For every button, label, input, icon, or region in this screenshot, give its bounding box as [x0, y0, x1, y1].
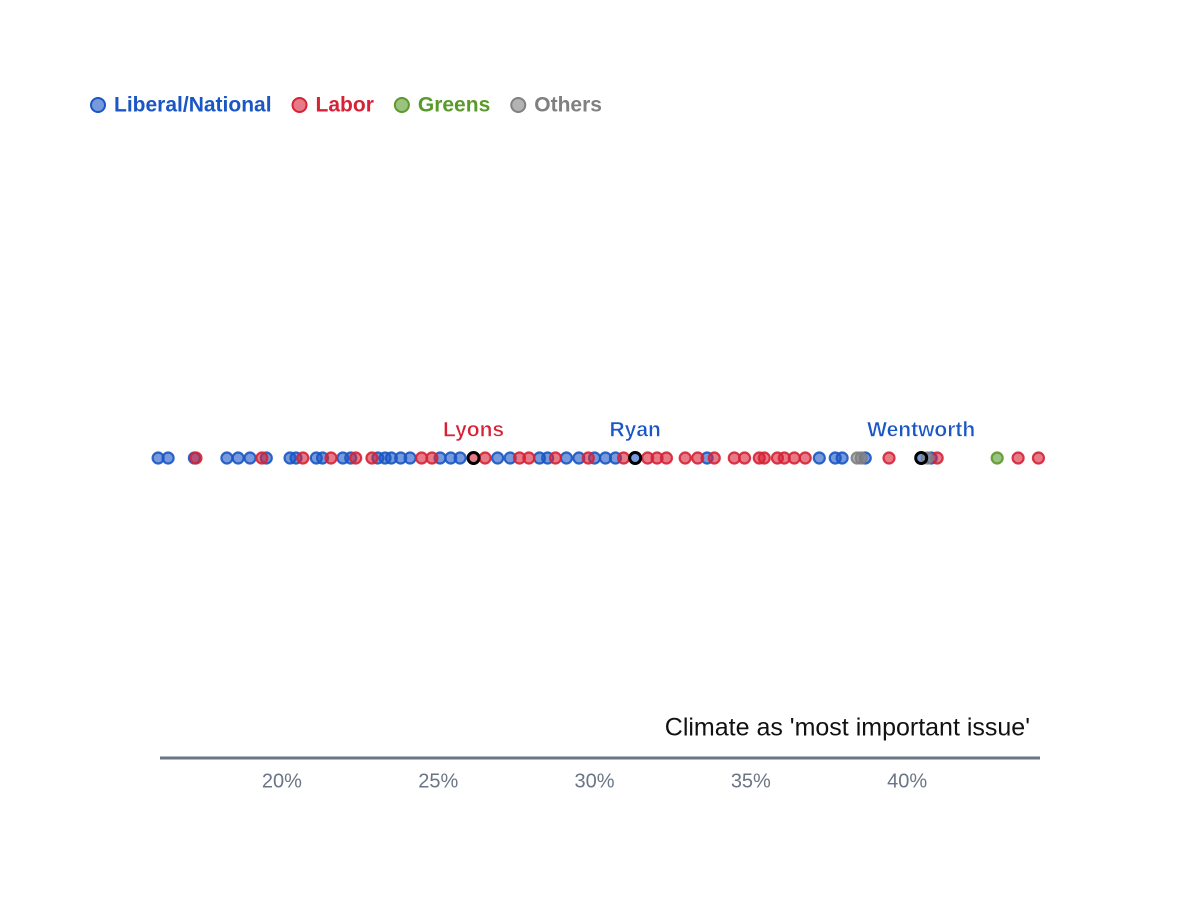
legend-swatch — [510, 97, 527, 113]
dot — [548, 451, 563, 465]
dot — [1011, 451, 1025, 465]
annotation-label: Ryan — [609, 419, 660, 442]
legend-swatch — [90, 97, 106, 113]
dot — [231, 451, 245, 465]
dot — [324, 451, 338, 465]
dot — [659, 451, 674, 465]
dot — [255, 451, 269, 465]
dot — [161, 451, 175, 465]
dot — [559, 451, 573, 465]
dot — [365, 451, 379, 465]
dot — [617, 451, 631, 465]
legend-label: Greens — [418, 94, 490, 117]
dot — [854, 451, 868, 465]
dot — [478, 451, 492, 465]
dot — [425, 451, 439, 465]
annotation-label: Wentworth — [867, 419, 975, 442]
dot — [581, 451, 595, 465]
dot — [296, 451, 310, 465]
highlight-ring — [466, 451, 481, 465]
legend-label: Labor — [316, 94, 374, 117]
x-tick-label: 30% — [575, 770, 615, 792]
x-tick-label: 35% — [731, 770, 771, 792]
dot — [882, 451, 896, 465]
axis-title: Climate as 'most important issue' — [665, 714, 1030, 742]
dot — [243, 451, 257, 465]
dot — [798, 451, 812, 465]
dot — [349, 451, 363, 465]
x-tick-label: 20% — [262, 770, 302, 792]
dot — [707, 451, 721, 465]
x-tick-label: 25% — [418, 770, 458, 792]
highlight-ring — [914, 451, 929, 465]
legend-swatch — [291, 97, 308, 113]
dot — [1031, 451, 1046, 465]
dot — [835, 451, 849, 465]
dot — [403, 451, 417, 465]
dot — [990, 451, 1004, 465]
highlight-ring — [628, 451, 643, 465]
dot — [737, 451, 752, 465]
dot — [522, 451, 536, 465]
annotation-label: Lyons — [443, 419, 504, 442]
dot — [491, 451, 505, 465]
dot — [757, 451, 771, 465]
legend-label: Others — [534, 94, 602, 117]
legend-swatch — [393, 97, 410, 113]
dot — [453, 451, 467, 465]
dot — [678, 451, 692, 465]
dot — [189, 451, 203, 465]
dot — [691, 451, 705, 465]
dot — [220, 451, 234, 465]
dot — [787, 451, 801, 465]
dot — [812, 451, 826, 465]
x-tick-label: 40% — [887, 770, 927, 792]
legend-label: Liberal/National — [114, 94, 272, 117]
